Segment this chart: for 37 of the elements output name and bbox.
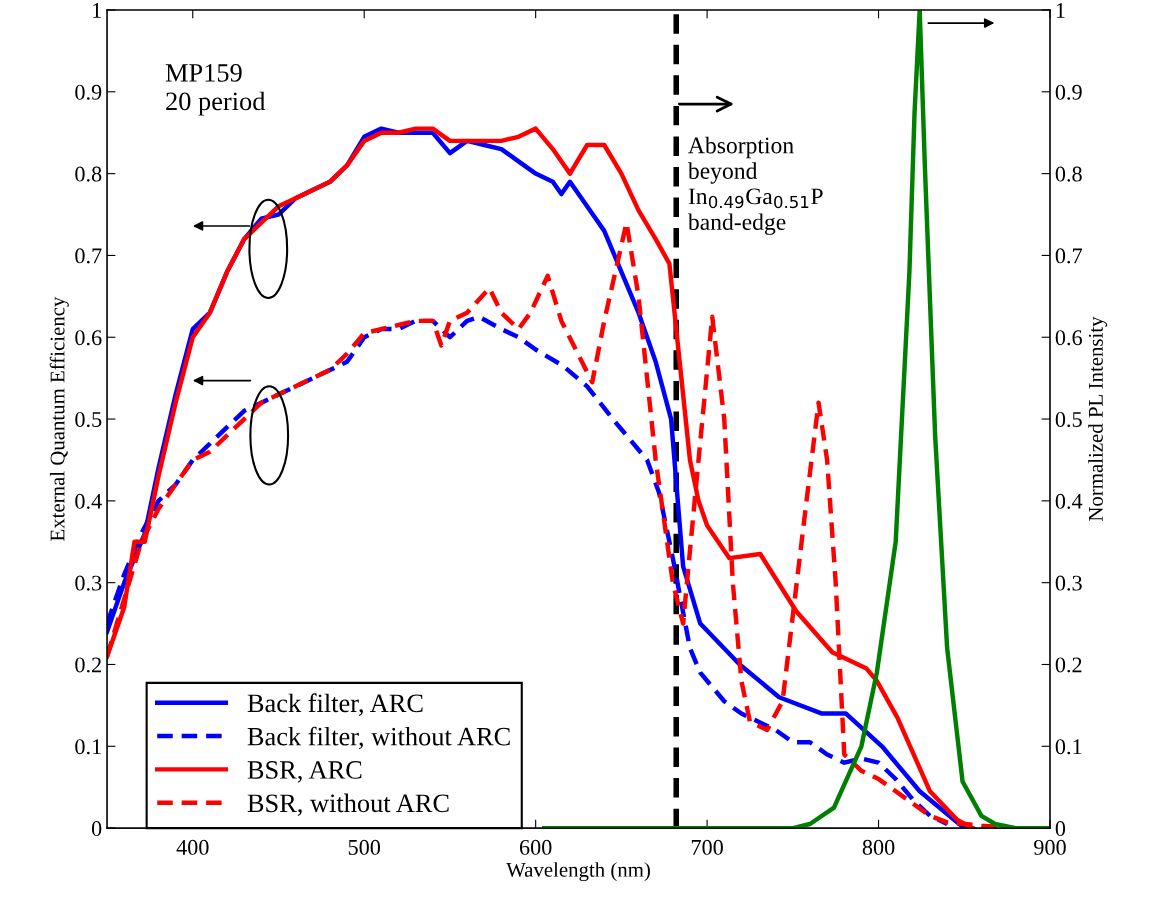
x-tick-label: 700 [691,839,723,855]
x-tick-label: 600 [519,839,552,855]
y-axis-title: External Quantum Efficiency [49,296,69,541]
x-tick-label: 400 [176,839,209,855]
y2-tick-label: 0 [1055,821,1066,837]
x-tick-label: 800 [862,839,895,855]
y-tick-label: 0.2 [75,657,101,673]
x-tick-label: 900 [1034,839,1066,855]
annotation: Absorption beyond In$_{0.49}$Ga$_{0.51}$P band-edge [687,136,823,235]
y-tick-label: 0 [91,821,102,837]
y2-tick-label: 0.6 [1055,330,1082,346]
y-tick-label: 0.8 [75,166,102,182]
x-axis-title: Wavelength (nm) [506,862,650,882]
y2-tick-label: 0.7 [1055,248,1082,264]
y-tick-label: 0.6 [75,330,102,346]
y2-tick-label: 0.3 [1055,575,1082,591]
legend-label: Back filter, without ARC [247,726,510,750]
y2-tick-label: 0.9 [1055,84,1082,100]
legend-label: BSR, without ARC [247,793,449,816]
y-tick-label: 0.3 [75,575,102,591]
x-tick-label: 500 [348,839,381,855]
y2-axis-title: Normalized PL Intensity [1088,316,1108,522]
legend-label: Back filter, ARC [247,693,423,716]
y-tick-label: 0.9 [75,84,102,100]
annotation: MP159 20 period [165,64,266,116]
legend-label: BSR, ARC [247,761,362,783]
y-tick-label: 0.1 [75,739,101,755]
y2-tick-label: 0.8 [1055,166,1082,182]
y-tick-label: 0.7 [75,248,102,264]
y2-tick-label: 0.2 [1055,657,1082,673]
y2-tick-label: 0.4 [1055,493,1083,509]
y2-tick-label: 0.1 [1055,739,1082,755]
y-tick-label: 0.4 [75,493,102,509]
y2-tick-label: 1 [1056,3,1065,18]
y-tick-label: 1 [93,3,101,18]
y-tick-label: 0.5 [75,411,102,428]
y2-tick-label: 0.5 [1055,411,1082,428]
